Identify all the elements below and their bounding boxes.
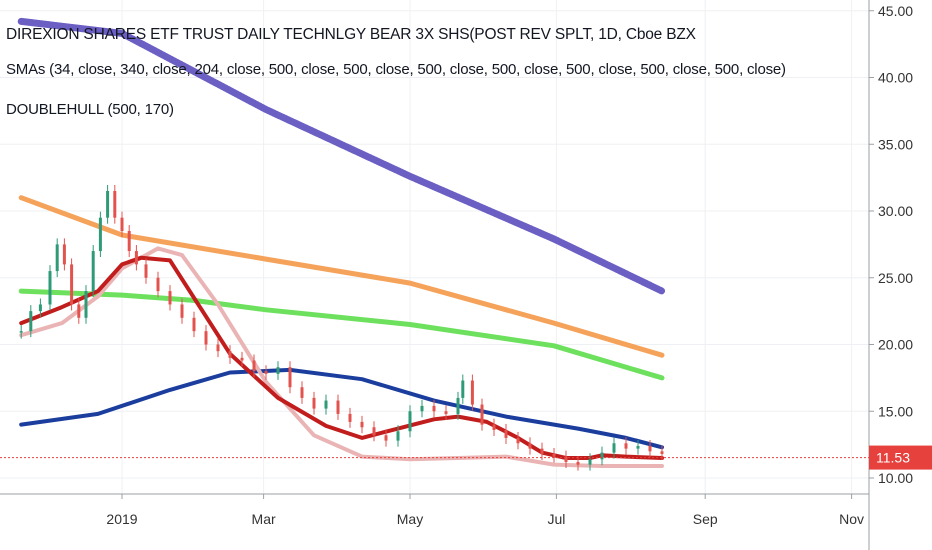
y-tick-label: 10.00 <box>878 470 913 486</box>
chart-grid <box>0 0 869 494</box>
candle-body <box>180 304 184 318</box>
candle-body <box>288 367 292 388</box>
y-tick-label: 20.00 <box>878 337 913 353</box>
candle-body <box>106 190 110 218</box>
y-tick-label: 35.00 <box>878 136 913 152</box>
candle-body <box>77 304 81 318</box>
candle-body <box>62 244 66 265</box>
candle-body <box>600 452 604 460</box>
candle-body <box>84 291 88 318</box>
candle-body <box>48 271 52 305</box>
candle-body <box>470 380 474 405</box>
candle-body <box>216 344 220 352</box>
y-tick-label: 30.00 <box>878 203 913 219</box>
candle-body <box>384 435 388 441</box>
x-tick-label: Nov <box>839 511 864 527</box>
x-tick-label: May <box>397 511 423 527</box>
y-tick-label: 15.00 <box>878 403 913 419</box>
sma-legend[interactable]: SMAs (34, close, 340, close, 204, close,… <box>6 61 786 78</box>
series-line-1 <box>18 195 665 358</box>
candle-body <box>144 264 148 278</box>
y-axis-ticks[interactable]: 10.00 15.00 20.00 25.00 30.00 35.00 40.00 45.00 <box>869 3 913 486</box>
chart-candles <box>19 184 664 471</box>
x-axis-ticks[interactable]: 2019 Mar May Jul Sep Nov <box>106 494 864 527</box>
candle-body <box>70 264 74 305</box>
x-tick-label: Sep <box>693 511 718 527</box>
y-tick-label: 25.00 <box>878 270 913 286</box>
candle-body <box>461 380 465 398</box>
candle-body <box>120 217 124 232</box>
candle-body <box>29 311 33 332</box>
candle-body <box>396 431 400 441</box>
candle-body <box>228 351 232 358</box>
candle-body <box>360 421 364 428</box>
y-tick-label: 45.00 <box>878 3 913 19</box>
candle-body <box>564 456 568 462</box>
candle-body <box>648 445 652 452</box>
candle-body <box>444 411 448 414</box>
x-tick-label: Jul <box>547 511 565 527</box>
candle-body <box>636 445 640 449</box>
candle-body <box>300 387 304 398</box>
last-price-tag: 11.53 <box>869 445 932 470</box>
candle-body <box>612 443 616 453</box>
candle-body <box>408 411 412 432</box>
candle-body <box>540 448 544 454</box>
candle-body <box>91 251 95 292</box>
candle-body <box>134 251 138 265</box>
candle-body <box>420 405 424 412</box>
candle-body <box>264 371 268 374</box>
candle-body <box>156 277 160 292</box>
candle-body <box>576 461 580 465</box>
series-line-3 <box>19 367 664 450</box>
candle-body <box>528 443 532 449</box>
last-price-value: 11.53 <box>876 450 910 466</box>
doublehull-legend[interactable]: DOUBLEHULL (500, 170) <box>6 101 174 118</box>
chart-axes <box>0 0 870 550</box>
candle-body <box>324 400 328 409</box>
chart-series <box>17 17 666 468</box>
candle-body <box>55 244 59 272</box>
candle-body <box>660 451 664 454</box>
candle-body <box>588 459 592 465</box>
candle-body <box>480 404 484 425</box>
candle-body <box>19 331 23 333</box>
chart-title[interactable]: DIREXION SHARES ETF TRUST DAILY TECHNLGY… <box>6 26 696 43</box>
candle-body <box>240 357 244 361</box>
x-tick-label: Mar <box>252 511 276 527</box>
candle-body <box>432 405 436 412</box>
candle-body <box>312 397 316 409</box>
candle-body <box>192 317 196 332</box>
candle-body <box>276 367 280 374</box>
candle-body <box>98 217 102 252</box>
candle-body <box>252 360 256 372</box>
series-line-2 <box>18 288 665 381</box>
candle-body <box>372 427 376 436</box>
x-tick-label: 2019 <box>106 511 137 527</box>
candle-body <box>492 424 496 430</box>
candle-body <box>204 331 208 345</box>
candle-body <box>516 437 520 444</box>
candle-body <box>127 231 131 252</box>
candle-body <box>456 397 460 414</box>
candle-body <box>624 443 628 449</box>
candle-body <box>113 190 117 218</box>
series-line-0 <box>17 17 666 295</box>
candle-body <box>168 291 172 305</box>
series-line-5 <box>19 246 664 468</box>
y-tick-label: 40.00 <box>878 70 913 86</box>
candle-body <box>504 429 508 438</box>
candle-body <box>348 413 352 422</box>
candle-body <box>38 304 42 312</box>
candle-body <box>336 400 340 414</box>
candle-body <box>552 453 556 457</box>
